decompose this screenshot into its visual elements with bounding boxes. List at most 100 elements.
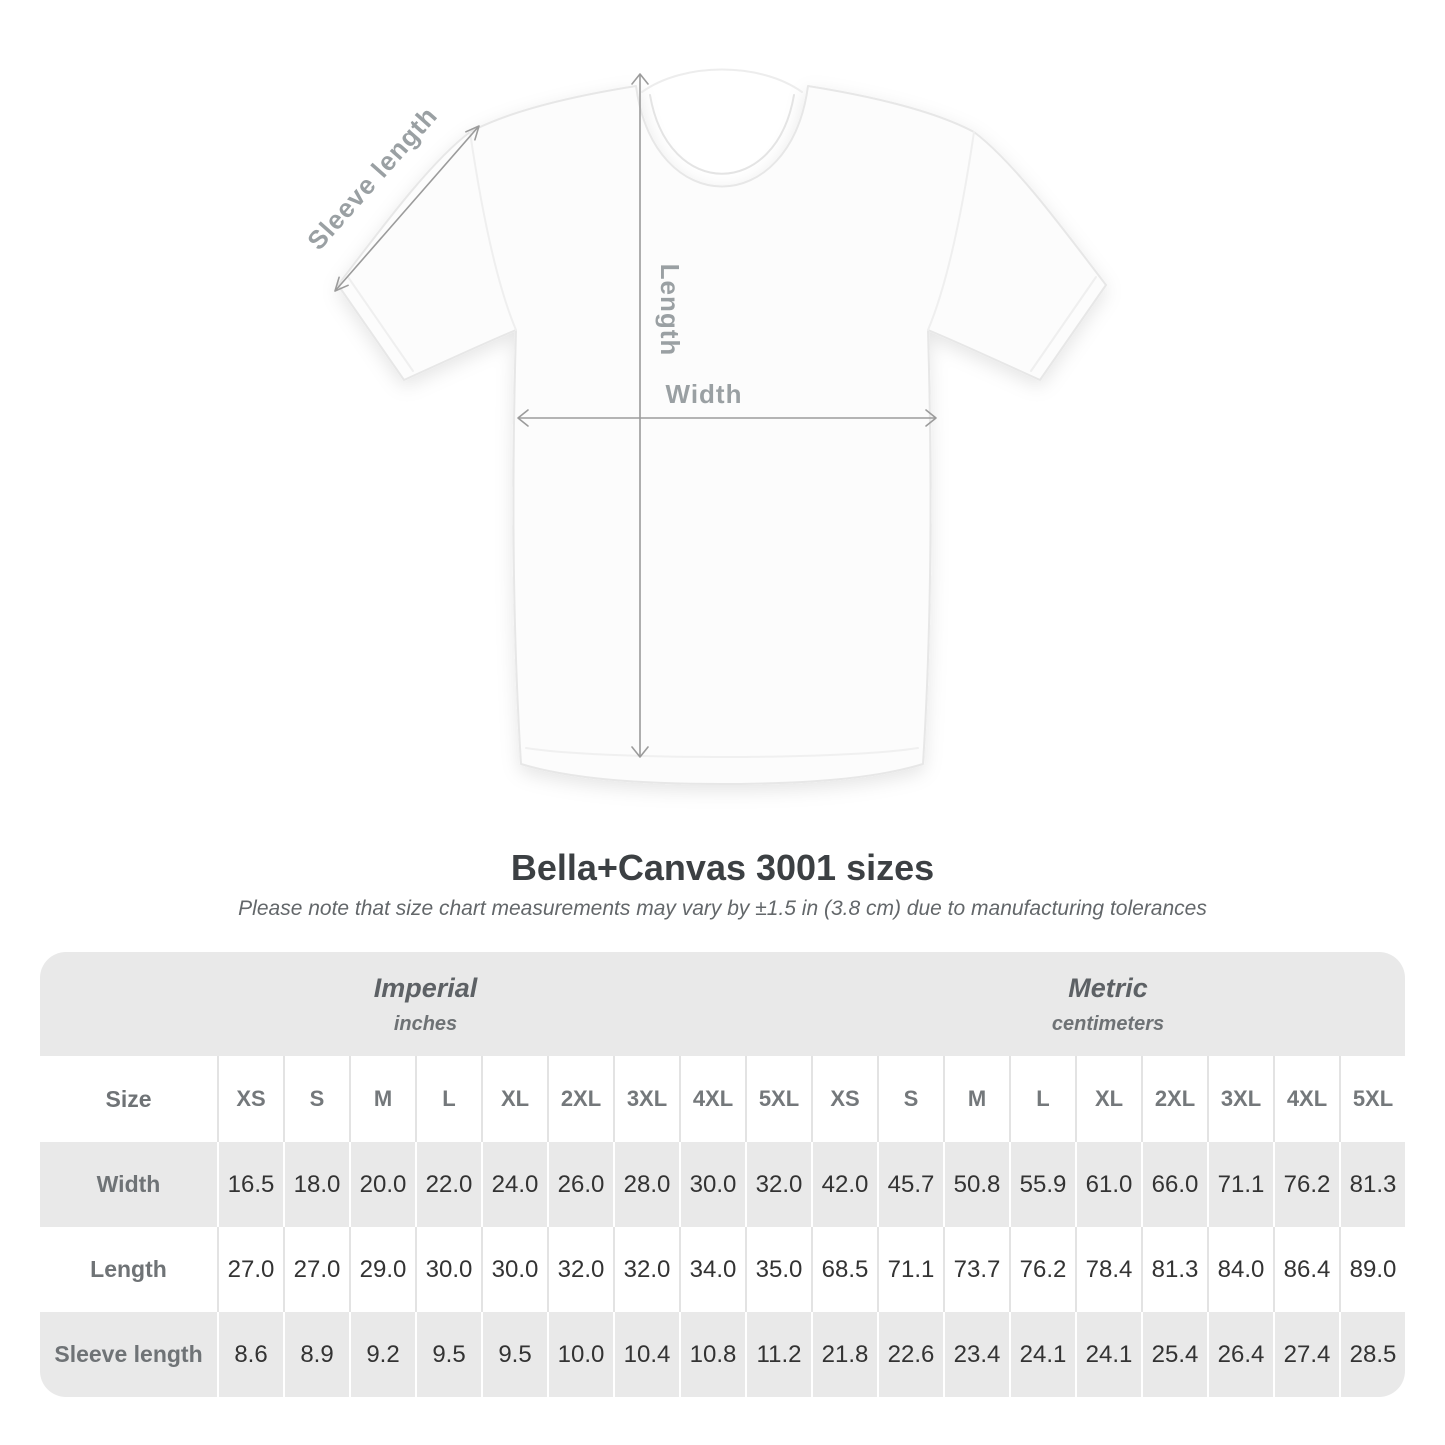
measurement-value-cell: 11.2 bbox=[745, 1312, 811, 1398]
measurement-value: 66.0 bbox=[1151, 1170, 1199, 1198]
measurement-value-cell: 76.2 bbox=[1273, 1142, 1339, 1228]
length-label: Length bbox=[655, 264, 685, 357]
size-name-label: S bbox=[903, 1086, 919, 1112]
measurement-value: 28.0 bbox=[623, 1170, 671, 1198]
imperial-unit: inches bbox=[393, 1012, 458, 1035]
measurement-value: 32.0 bbox=[623, 1255, 671, 1283]
measurement-value-cell: 27.4 bbox=[1273, 1312, 1339, 1398]
measurement-value: 32.0 bbox=[755, 1170, 803, 1198]
title-block: Bella+Canvas 3001 sizes Please note that… bbox=[0, 846, 1445, 922]
group-header-imperial: Imperial inches bbox=[40, 952, 811, 1057]
measurement-value-cell: 23.4 bbox=[943, 1312, 1009, 1398]
measurement-value-cell: 20.0 bbox=[349, 1142, 415, 1228]
size-name-label: L bbox=[442, 1086, 456, 1112]
measurement-value-cell: 50.8 bbox=[943, 1142, 1009, 1228]
size-name-label: M bbox=[373, 1086, 393, 1112]
measurement-value: 25.4 bbox=[1151, 1340, 1199, 1368]
size-header-cell: M bbox=[349, 1056, 415, 1143]
row-label: Length bbox=[90, 1256, 167, 1283]
size-name-label: XL bbox=[1094, 1086, 1124, 1112]
size-header-cell: S bbox=[283, 1056, 349, 1143]
measurement-value: 23.4 bbox=[953, 1340, 1001, 1368]
size-name-label: L bbox=[1036, 1086, 1050, 1112]
imperial-label: Imperial bbox=[373, 972, 478, 1003]
row-label-cell: Sleeve length bbox=[40, 1312, 217, 1398]
measurement-value: 86.4 bbox=[1283, 1255, 1331, 1283]
measurement-value: 50.8 bbox=[953, 1170, 1001, 1198]
size-header-cell: XL bbox=[1075, 1056, 1141, 1143]
measurement-value-cell: 9.5 bbox=[415, 1312, 481, 1398]
size-header-cell: L bbox=[415, 1056, 481, 1143]
size-header-cell: M bbox=[943, 1056, 1009, 1143]
measurement-value-cell: 84.0 bbox=[1207, 1227, 1273, 1313]
measurement-row: Width 16.5 18.0 20.0 22.0 24.0 26.0 28.0 30.0 32.… bbox=[40, 1142, 1405, 1228]
measurement-value-cell: 9.5 bbox=[481, 1312, 547, 1398]
size-header-cell: 3XL bbox=[1207, 1056, 1273, 1143]
measurement-value-cell: 30.0 bbox=[679, 1142, 745, 1228]
measurement-value: 42.0 bbox=[821, 1170, 869, 1198]
measurement-value-cell: 9.2 bbox=[349, 1312, 415, 1398]
measurement-value: 76.2 bbox=[1283, 1170, 1331, 1198]
measurement-value-cell: 24.1 bbox=[1075, 1312, 1141, 1398]
measurement-value: 30.0 bbox=[491, 1255, 539, 1283]
size-corner-header: Size bbox=[40, 1056, 217, 1143]
measurement-value-cell: 22.6 bbox=[877, 1312, 943, 1398]
measurement-value: 29.0 bbox=[359, 1255, 407, 1283]
size-header-cell: XS bbox=[217, 1056, 283, 1143]
measurement-value: 8.9 bbox=[300, 1340, 334, 1368]
tshirt-image bbox=[337, 85, 1107, 785]
unit-group-row: Imperial inches Metric centimeters bbox=[40, 952, 1405, 1057]
row-label: Sleeve length bbox=[54, 1341, 203, 1368]
measurement-value: 81.3 bbox=[1151, 1255, 1199, 1283]
measurement-value-cell: 10.4 bbox=[613, 1312, 679, 1398]
measurement-value: 10.8 bbox=[689, 1340, 737, 1368]
measurement-value-cell: 76.2 bbox=[1009, 1227, 1075, 1313]
measurement-value: 8.6 bbox=[234, 1340, 268, 1368]
size-header-cell: 5XL bbox=[745, 1056, 811, 1143]
measurement-value-cell: 89.0 bbox=[1339, 1227, 1405, 1313]
measurement-value: 73.7 bbox=[953, 1255, 1001, 1283]
measurement-value-cell: 73.7 bbox=[943, 1227, 1009, 1313]
measurement-value: 32.0 bbox=[557, 1255, 605, 1283]
tshirt-seams bbox=[347, 68, 1097, 758]
size-name-label: 5XL bbox=[1352, 1086, 1394, 1112]
measurement-value: 9.2 bbox=[366, 1340, 400, 1368]
measurement-value-cell: 22.0 bbox=[415, 1142, 481, 1228]
measurement-value: 45.7 bbox=[887, 1170, 935, 1198]
size-header-cell: XS bbox=[811, 1056, 877, 1143]
sleeve-length-arrow bbox=[334, 125, 480, 292]
measurement-value-cell: 32.0 bbox=[613, 1227, 679, 1313]
measurement-value-cell: 18.0 bbox=[283, 1142, 349, 1228]
measurement-value: 89.0 bbox=[1349, 1255, 1397, 1283]
measurement-value: 9.5 bbox=[432, 1340, 466, 1368]
size-header-row: Size XS S M L XL 2XL 3XL 4XL 5XL XS S M L XL 2XL 3XL 4XL… bbox=[40, 1056, 1405, 1143]
measurement-value: 68.5 bbox=[821, 1255, 869, 1283]
measurement-value: 27.0 bbox=[227, 1255, 275, 1283]
measurement-value-cell: 42.0 bbox=[811, 1142, 877, 1228]
measurement-value-cell: 71.1 bbox=[1207, 1142, 1273, 1228]
tshirt-measurement-diagram: Length Width Sleeve length bbox=[301, 68, 1107, 785]
size-name-label: XL bbox=[500, 1086, 530, 1112]
measurement-value-cell: 10.0 bbox=[547, 1312, 613, 1398]
measurement-value: 21.8 bbox=[821, 1340, 869, 1368]
measurement-value-cell: 28.0 bbox=[613, 1142, 679, 1228]
measurement-value-cell: 25.4 bbox=[1141, 1312, 1207, 1398]
measurement-value-cell: 8.6 bbox=[217, 1312, 283, 1398]
size-name-label: XS bbox=[830, 1086, 860, 1112]
measurement-value-cell: 32.0 bbox=[745, 1142, 811, 1228]
measurement-value: 9.5 bbox=[498, 1340, 532, 1368]
measurement-row: Length 27.0 27.0 29.0 30.0 30.0 32.0 32.0 34.0 35… bbox=[40, 1227, 1405, 1313]
measurement-value: 24.1 bbox=[1085, 1340, 1133, 1368]
page-title: Bella+Canvas 3001 sizes bbox=[510, 847, 935, 888]
measurement-value-cell: 16.5 bbox=[217, 1142, 283, 1228]
size-header-cell: 2XL bbox=[547, 1056, 613, 1143]
size-name-label: 2XL bbox=[560, 1086, 602, 1112]
tshirt-diagram-svg: Length Width Sleeve length bbox=[301, 68, 1107, 785]
size-table-body: Width 16.5 18.0 20.0 22.0 24.0 26.0 28.0 30.0 32.… bbox=[40, 1142, 1405, 1398]
measurement-value-cell: 35.0 bbox=[745, 1227, 811, 1313]
measurement-value-cell: 81.3 bbox=[1141, 1227, 1207, 1313]
size-corner-label: Size bbox=[105, 1085, 152, 1112]
measurement-value: 30.0 bbox=[425, 1255, 473, 1283]
measurement-value-cell: 21.8 bbox=[811, 1312, 877, 1398]
